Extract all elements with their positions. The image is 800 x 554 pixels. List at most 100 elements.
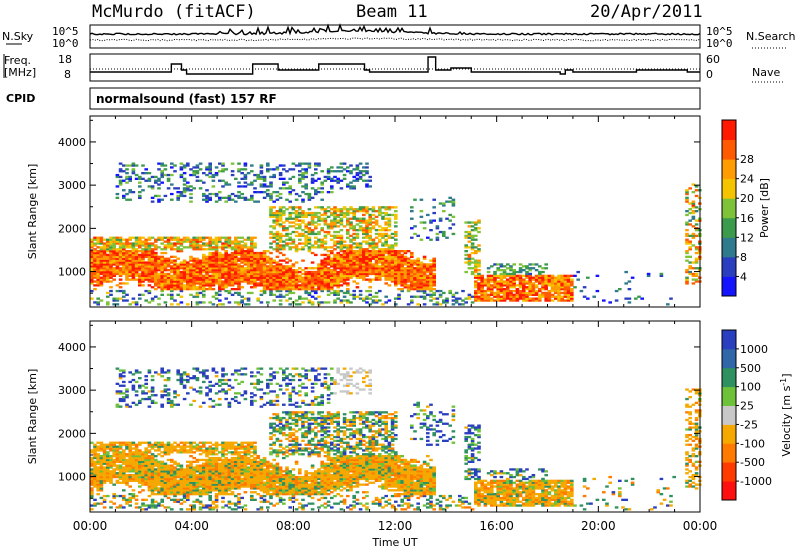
power-cell [336,297,340,300]
power-cell [278,293,283,296]
power-cell [141,253,145,257]
power-cell [330,251,334,255]
power-cell [256,299,260,302]
velocity-cell [122,470,126,473]
power-cell [234,194,238,198]
power-cell [451,299,456,302]
power-cell [538,265,542,268]
velocity-cell [144,447,148,450]
power-cell [339,229,344,232]
power-cell [365,225,369,228]
power-cell [563,299,568,302]
power-cell [205,288,209,291]
power-cell [269,278,273,281]
power-cell [314,162,318,165]
power-cell [234,251,238,255]
velocity-cell [99,445,104,448]
power-cell [285,265,289,268]
velocity-cell [90,477,94,481]
power-cell [326,301,331,304]
power-cell [282,234,286,237]
power-cell [326,170,331,173]
power-cell [486,295,491,298]
power-cell [240,251,244,255]
power-cell [368,242,372,245]
velocity-cell [131,384,136,387]
power-cell [166,286,171,289]
power-cell [346,170,350,173]
power-cell [176,191,180,194]
power-cell [365,185,369,188]
power-cell [115,297,120,300]
power-cell [374,291,379,295]
velocity-cell [118,472,123,475]
velocity-cell [144,386,148,389]
velocity-cell [102,458,107,462]
power-cell [422,289,427,293]
velocity-cell [109,474,113,477]
power-cell [253,272,257,276]
power-cell [227,240,232,243]
power-cell [122,291,126,295]
power-cell [691,215,696,218]
power-cell [336,219,340,222]
power-cell [323,288,328,291]
power-cell [352,187,356,190]
velocity-cell [118,455,123,458]
power-cell [307,286,312,289]
power-cell [234,259,238,262]
power-cell [470,301,475,304]
power-cell [147,238,152,241]
power-cell [314,246,318,249]
velocity-cell [147,369,152,372]
power-cell [262,291,267,295]
power-cell [422,267,427,270]
power-cell [342,265,347,268]
power-cell [208,270,212,274]
power-cell [218,170,222,173]
velocity-cell [147,405,152,408]
power-cell [320,265,324,268]
velocity-cell [150,498,155,501]
power-cell [240,269,244,272]
power-cell [99,282,104,285]
velocity-cell [157,468,161,471]
power-cell [294,164,299,167]
velocity-cell [134,506,139,509]
power-cell [451,303,456,306]
power-cell [179,301,184,304]
velocity-cell [90,449,94,452]
velocity-cell [112,451,116,454]
velocity-cell [166,378,171,382]
power-cell [522,265,526,268]
power-cell [234,250,238,253]
power-cell [291,288,296,291]
power-cell [400,284,404,287]
power-cell [179,192,184,196]
power-cell [560,276,564,279]
power-cell [250,181,254,184]
power-cell [563,282,568,285]
power-cell [96,272,100,276]
power-colorbar-tick-label: 4 [740,270,747,283]
power-cell [230,272,235,276]
power-cell [355,250,360,253]
power-cell [326,278,331,281]
power-cell [109,269,113,272]
power-cell [294,244,299,247]
power-cell [214,261,219,264]
power-cell [371,257,376,260]
velocity-cell [170,475,174,479]
power-cell [256,173,260,177]
power-cell [333,291,337,295]
power-cell [464,297,468,300]
power-cell [234,246,238,249]
power-cell [141,284,145,287]
power-cell [490,293,494,296]
power-cell [410,288,414,291]
power-cell [147,246,152,249]
power-cell [278,286,283,289]
power-cell [474,221,478,224]
power-cell [419,198,424,201]
power-cell [544,267,548,270]
